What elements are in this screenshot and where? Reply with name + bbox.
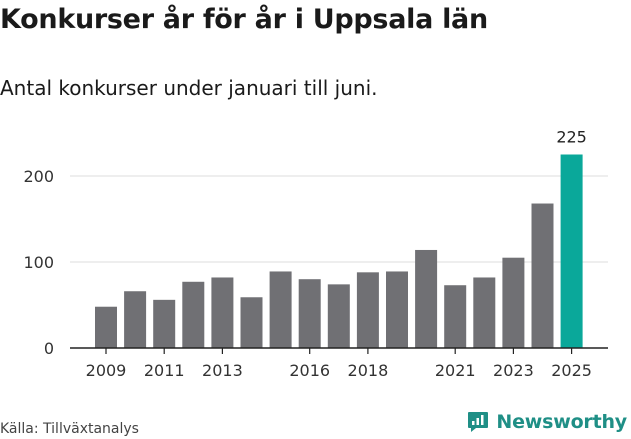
chart-subtitle: Antal konkurser under januari till juni. (0, 76, 378, 100)
bar-11 (415, 249, 438, 348)
bar-chart: 0 100 200 225 2009 2011 2013 2016 2018 2021 2023 20… (23, 128, 608, 380)
bar-3 (182, 281, 205, 348)
bar-0 (95, 306, 117, 348)
bar-13 (473, 277, 496, 348)
bar-9 (356, 272, 379, 348)
bar-8 (327, 284, 350, 348)
bar-1 (124, 291, 147, 348)
newsworthy-icon (468, 412, 489, 432)
x-tick-label-2013: 2013 (202, 361, 243, 380)
x-tick-label-2009: 2009 (86, 361, 127, 380)
x-tick-label-2023: 2023 (493, 361, 534, 380)
bar-4 (211, 277, 234, 348)
x-tick-label-2018: 2018 (348, 361, 389, 380)
x-tick-label-2021: 2021 (435, 361, 476, 380)
y-tick-label-100: 100 (23, 253, 54, 272)
data-label-highlight: 225 (556, 128, 587, 147)
chart-title: Konkurser år för år i Uppsala län (0, 4, 488, 35)
x-tick-label-2025: 2025 (551, 361, 592, 380)
source-note: Källa: Tillväxtanalys (0, 421, 139, 437)
bar-6 (269, 271, 292, 348)
bar-10 (386, 271, 408, 348)
bar-5 (240, 297, 263, 348)
x-tick-label-2016: 2016 (289, 361, 330, 380)
y-tick-label-0: 0 (44, 339, 54, 358)
bar-12 (444, 285, 467, 348)
bar-15 (531, 203, 554, 348)
bar-2 (153, 299, 176, 348)
bar-14 (502, 257, 525, 348)
x-tick-label-2011: 2011 (144, 361, 185, 380)
bar-16 (560, 154, 583, 348)
newsworthy-logo: Newsworthy (466, 410, 627, 434)
y-tick-label-200: 200 (23, 167, 54, 186)
bar-7 (298, 279, 321, 348)
brand-name: Newsworthy (496, 411, 627, 433)
